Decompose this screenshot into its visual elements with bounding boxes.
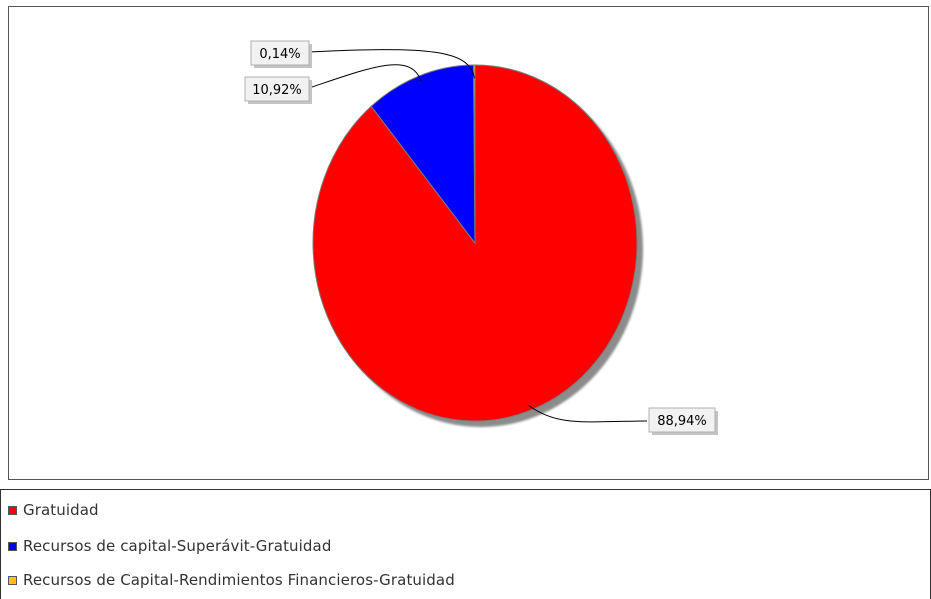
plot-area: 88,94% 10,92% 0,14% [8, 6, 929, 480]
legend-label: Recursos de Capital-Rendimientos Financi… [23, 571, 455, 589]
label-connector [528, 404, 648, 423]
legend-swatch [8, 541, 17, 551]
pie-slice [312, 64, 638, 422]
legend-label: Recursos de capital-Superávit-Gratuidad [23, 537, 332, 555]
legend-swatch [8, 505, 17, 515]
slice-label-text: 0,14% [259, 47, 300, 62]
label-connector [308, 49, 475, 79]
legend-item: Gratuidad [8, 500, 99, 520]
slice-label: 88,94% [648, 407, 718, 435]
pie-slice [473, 64, 476, 244]
legend-item: Recursos de Capital-Rendimientos Financi… [8, 570, 455, 590]
slice-label: 0,14% [250, 40, 312, 68]
legend-swatch [8, 575, 17, 585]
slice-label-text: 88,94% [657, 414, 707, 429]
legend: Gratuidad Recursos de capital-Superávit-… [0, 489, 931, 599]
label-connector [308, 64, 422, 89]
slice-label-text: 10,92% [252, 83, 302, 98]
slice-label: 10,92% [244, 76, 312, 104]
legend-item: Recursos de capital-Superávit-Gratuidad [8, 536, 331, 556]
legend-label: Gratuidad [23, 501, 99, 519]
pie-chart: 88,94% 10,92% 0,14% [244, 40, 718, 435]
